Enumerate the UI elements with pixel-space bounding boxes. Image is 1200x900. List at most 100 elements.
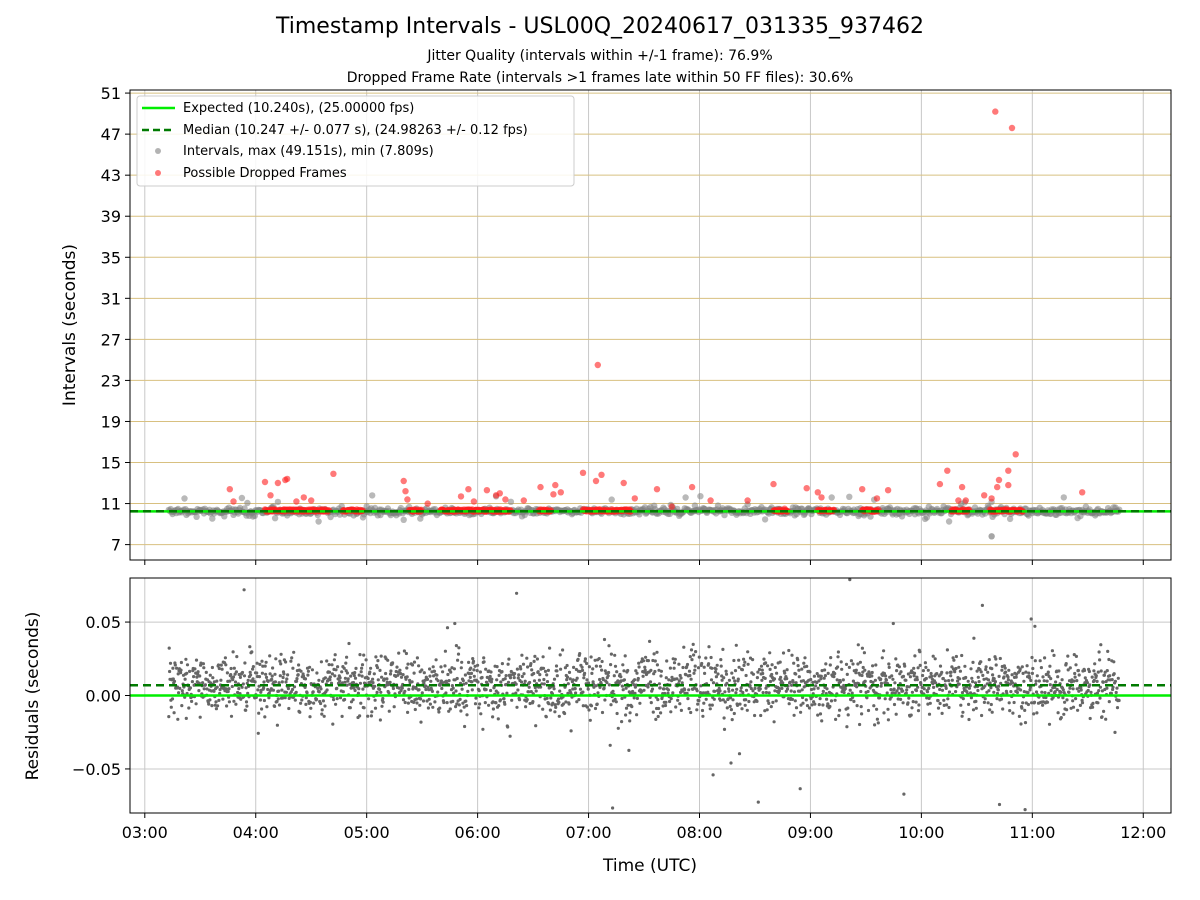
residual-point: [814, 684, 818, 688]
residuals-y-axis-label: Residuals (seconds): [23, 612, 43, 781]
residual-point: [541, 655, 545, 659]
residual-point: [960, 714, 964, 718]
y-tick-label: 23: [101, 371, 121, 390]
residual-point: [642, 688, 646, 692]
legend-expected-label: Expected (10.240s), (25.00000 fps): [183, 101, 414, 116]
residual-point: [248, 670, 252, 674]
residual-point: [495, 665, 499, 669]
residual-point: [649, 701, 653, 705]
residual-point: [495, 678, 499, 682]
residual-point: [913, 654, 917, 658]
residual-point: [1075, 679, 1079, 683]
residual-point: [701, 714, 705, 718]
residual-point: [534, 724, 538, 728]
residual-point: [724, 669, 728, 673]
residual-point: [587, 708, 591, 712]
residual-point: [463, 724, 467, 729]
residual-point: [1020, 665, 1024, 669]
residual-point: [1099, 643, 1103, 647]
residual-point: [944, 686, 948, 691]
residual-point: [478, 702, 482, 706]
residual-point: [564, 700, 568, 704]
residual-point: [371, 681, 375, 685]
residual-point: [621, 663, 625, 667]
dropped-frame-point: [293, 498, 300, 505]
residual-point: [422, 671, 426, 675]
residual-point: [533, 654, 537, 659]
residual-point: [211, 676, 215, 680]
residual-point: [558, 689, 562, 693]
residual-point: [923, 661, 928, 665]
residual-point: [818, 697, 822, 701]
residual-point: [1035, 711, 1039, 715]
residual-point: [879, 681, 884, 686]
residual-point: [931, 654, 935, 658]
residual-point: [988, 708, 992, 712]
residual-point: [679, 676, 683, 680]
residual-point: [821, 703, 825, 707]
residual-point: [855, 685, 859, 689]
residual-point: [583, 671, 587, 675]
residual-point: [425, 677, 430, 682]
residual-point: [764, 690, 769, 695]
residual-point: [506, 725, 510, 729]
residual-point: [494, 701, 498, 705]
residual-point: [652, 652, 656, 656]
residual-point: [180, 704, 184, 708]
residual-point: [711, 681, 716, 685]
residual-point: [983, 697, 987, 701]
residual-point: [349, 674, 353, 678]
residual-point: [224, 663, 228, 667]
residual-point: [858, 660, 863, 664]
residual-point: [808, 670, 812, 674]
residual-point: [340, 670, 344, 674]
residual-point: [1104, 717, 1108, 721]
residual-point: [1074, 654, 1078, 659]
dropped-frame-point: [936, 480, 944, 488]
residual-point: [757, 667, 762, 672]
residual-point: [791, 680, 795, 684]
residual-point: [466, 689, 470, 694]
residual-point: [432, 669, 437, 673]
residual-point: [1092, 678, 1096, 683]
residual-point: [884, 678, 889, 682]
residual-point: [400, 686, 404, 690]
residual-point: [292, 650, 296, 654]
residual-point: [497, 673, 501, 678]
residual-point: [387, 709, 391, 713]
residual-point: [232, 666, 236, 670]
residual-point: [541, 707, 545, 711]
residual-point: [571, 678, 575, 682]
residual-point: [234, 702, 238, 706]
residual-point: [860, 646, 865, 650]
residual-point: [499, 680, 503, 684]
residual-point: [377, 687, 382, 692]
residual-point: [232, 699, 236, 703]
residual-point: [653, 669, 657, 674]
residual-point: [613, 653, 617, 657]
residual-point: [926, 668, 930, 672]
dropped-frame-point: [470, 498, 478, 505]
residual-point: [892, 702, 897, 707]
residual-point: [215, 685, 219, 689]
residual-point: [1025, 664, 1029, 668]
residual-point: [1034, 679, 1038, 683]
residual-point: [303, 677, 308, 681]
residual-point: [173, 663, 177, 667]
residual-point: [771, 700, 775, 705]
residual-point: [1030, 655, 1034, 660]
residual-point: [255, 671, 259, 675]
residual-point: [851, 662, 855, 666]
residual-point: [626, 703, 630, 707]
residual-point: [457, 646, 461, 650]
residual-point: [464, 681, 468, 685]
residual-point: [792, 690, 797, 694]
residual-point: [210, 704, 214, 708]
residual-point: [742, 657, 746, 661]
residual-point: [823, 674, 828, 678]
residual-point: [565, 675, 570, 679]
residual-point: [1009, 690, 1013, 694]
residual-point: [874, 663, 878, 667]
residual-point: [1095, 679, 1099, 684]
dropped-frame-point: [962, 497, 969, 504]
